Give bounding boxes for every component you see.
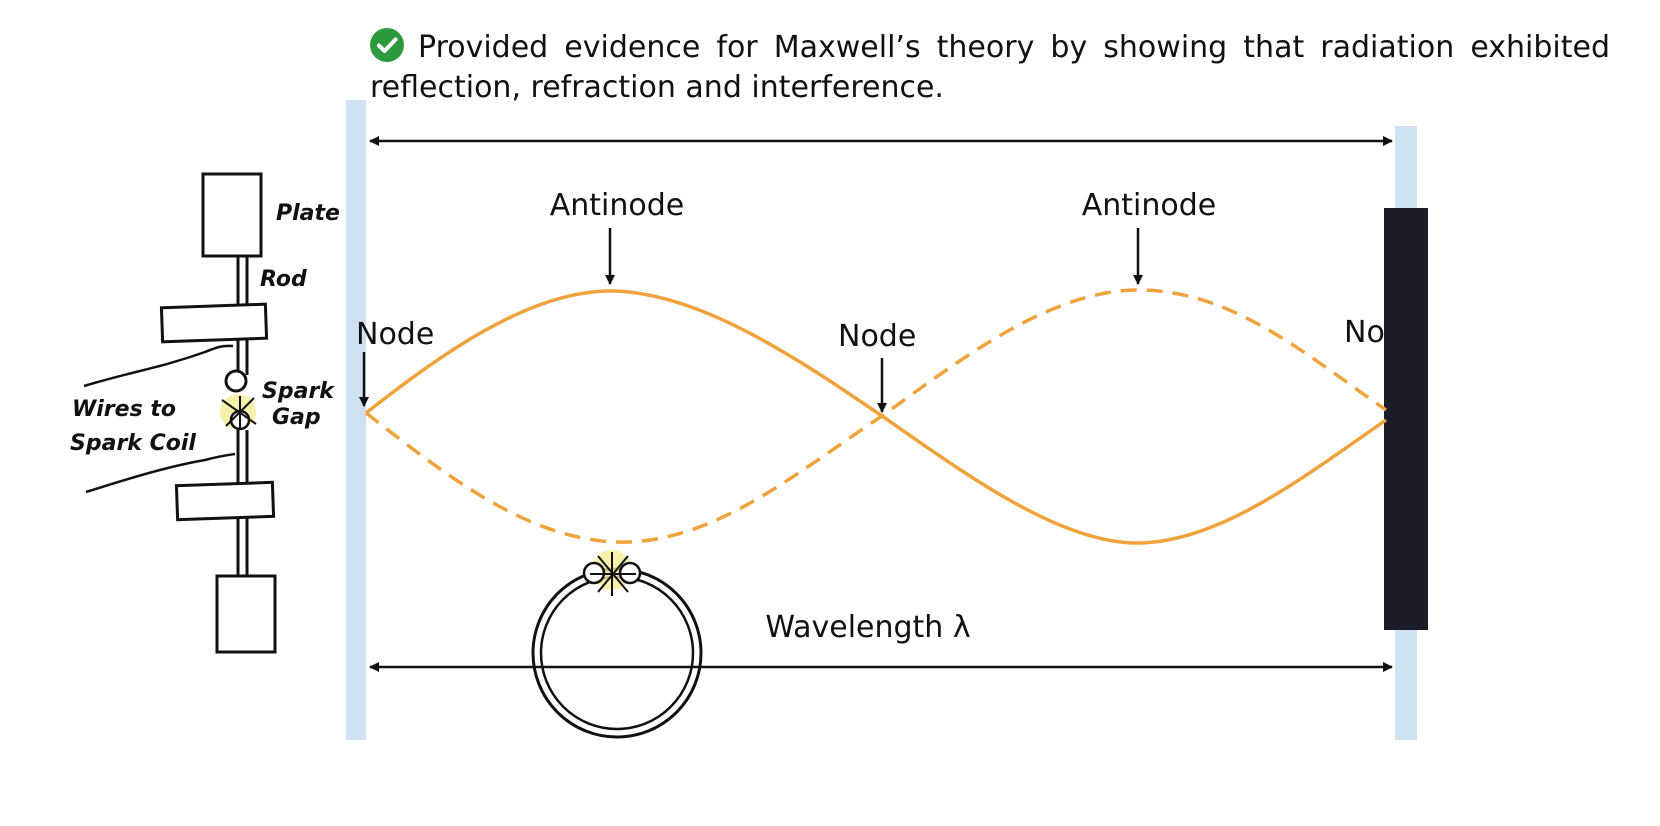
lower-clamp <box>174 480 276 522</box>
left-pillar <box>346 100 366 740</box>
antinode-right-label: Antinode <box>1082 188 1217 223</box>
wires-label: Wires to <box>72 397 176 422</box>
wavelength-label: Wavelength λ <box>765 610 970 645</box>
node-middle-label: Node <box>838 319 916 354</box>
upper-clamp <box>159 302 269 344</box>
spark-coil-label: Spark Coil <box>70 431 196 456</box>
node-left-label: Node <box>356 317 434 352</box>
bottom-plate <box>215 574 277 654</box>
wave-dashed <box>364 288 1388 544</box>
check-circle-icon <box>370 28 404 62</box>
plate-label: Plate <box>276 201 340 226</box>
receiver-ring <box>531 550 703 739</box>
caption-text: Provided evidence for Maxwell’s theory b… <box>370 30 1610 105</box>
node-right-label: Node <box>1344 315 1422 350</box>
hertz-transmitter <box>83 172 277 654</box>
top-plate <box>201 172 263 258</box>
gap-label: Gap <box>272 405 321 430</box>
antinode-left-label: Antinode <box>550 188 685 223</box>
caption: Provided evidence for Maxwell’s theory b… <box>370 28 1610 108</box>
reflector-plate <box>1384 208 1428 630</box>
rod-label: Rod <box>260 267 307 292</box>
spark-label: Spark <box>262 379 335 404</box>
